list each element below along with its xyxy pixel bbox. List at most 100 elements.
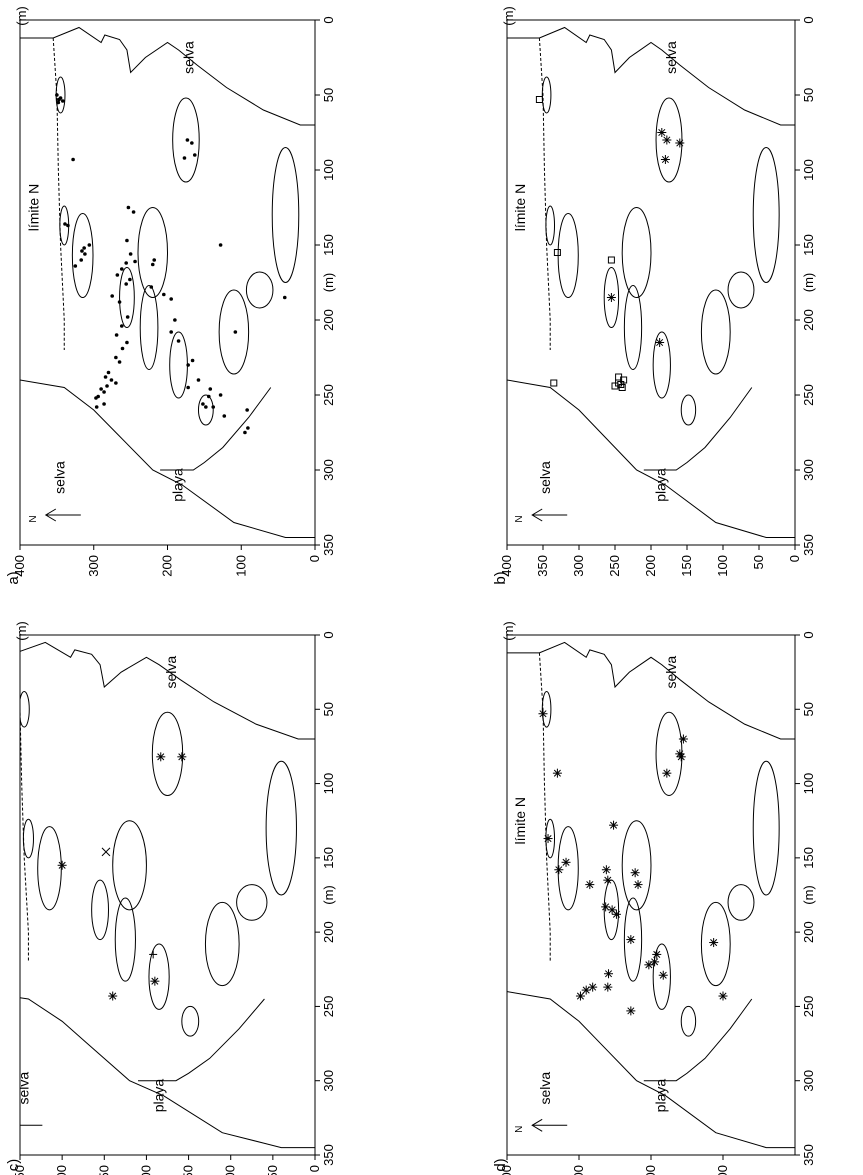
data-point [124,282,128,286]
data-point [125,340,129,345]
data-point [603,982,613,992]
y-tick-label: 200 [138,1165,153,1175]
data-point [58,96,63,100]
data-point [585,880,595,890]
x-tick-label: 250 [321,996,336,1018]
data-point [176,339,181,343]
forest-edge-line [20,20,315,126]
data-point [535,96,543,103]
data-point [207,394,211,399]
data-point [652,949,662,959]
data-point [601,902,611,912]
data-point [201,402,205,406]
clearing-ellipse [218,289,250,375]
clearing-ellipse [621,207,652,298]
clearing-ellipse [114,897,136,982]
data-point [186,385,190,390]
data-point [150,976,160,986]
y-tick-label: 0 [787,555,802,562]
x-tick-label: 300 [321,1070,336,1092]
x-tick-label: 50 [321,702,336,716]
clearing-ellipse [700,901,731,987]
map-label: playa [150,1079,166,1113]
data-point [87,243,92,247]
map-label: selva [15,1072,31,1105]
data-point [662,768,672,778]
data-point [94,396,98,400]
clearing-ellipse [603,267,620,328]
data-point [588,982,598,992]
forest-edge-line [507,991,795,1149]
clearing-ellipse [680,1005,697,1037]
data-point [66,223,70,228]
forest-edge-line [507,635,795,740]
map-label: límite N [512,797,528,844]
clearing-ellipse [181,1005,200,1037]
map-label: límite N [0,797,2,844]
data-point [120,346,125,351]
map-label: playa [169,468,185,502]
panel-a: 0 100 200 300 400 0 50 100 150 200 250 300 350 (m) (m)… [5,6,336,584]
north-boundary-line [538,37,551,350]
data-point [245,408,249,412]
y-tick-label: 350 [12,1165,27,1175]
data-point [56,100,61,105]
x-axis-label: (m) [321,273,336,293]
data-point [626,935,636,945]
data-point [709,938,719,948]
clearing-ellipse [91,879,109,941]
clearing-ellipse [137,207,168,298]
clearing-ellipse [727,884,755,921]
x-tick-label: 100 [801,159,816,181]
y-tick-label: 0 [307,555,322,562]
y-tick-label: 300 [571,1165,586,1175]
plot-area: límite N selva selva playa N [507,20,795,538]
data-point [109,378,114,382]
clearing-ellipse [541,76,552,114]
clearing-ellipse [545,205,556,246]
x-tick-label: 200 [321,921,336,943]
data-point [190,358,195,363]
data-point [156,752,166,762]
y-tick-label: 250 [96,1165,111,1175]
data-point [538,709,548,719]
data-point [607,256,615,264]
clearing-ellipse [71,213,94,298]
x-tick-label: 300 [321,459,336,481]
x-tick-label: 350 [801,534,816,556]
y-axis-label: (m) [14,6,29,26]
panel-b: 0 50 100 150 200 250 300 350 400 0 50 100 150 200 250 3… [492,6,816,584]
north-arrow-head-icon [7,1119,17,1131]
clearing-ellipse [652,943,671,1010]
x-tick-label: 250 [801,996,816,1018]
data-point [543,834,553,844]
clearing-ellipse [271,147,300,283]
y-tick-label: 400 [12,555,27,577]
data-point [601,865,611,875]
data-point [108,991,118,1001]
data-point [102,402,106,406]
data-point [169,297,173,301]
clearing-ellipse [652,331,671,399]
x-tick-label: 350 [321,1144,336,1166]
data-point [618,384,626,391]
data-point [644,960,654,970]
map-label: selva [537,1072,553,1105]
data-point [196,378,201,382]
map-label: límite N [512,184,528,231]
data-point [211,405,216,409]
data-point [554,865,564,875]
data-point [114,333,119,337]
data-point [218,243,223,247]
north-arrow-head-icon [44,508,57,522]
beach-line [643,998,753,1082]
data-point [662,135,672,145]
x-tick-label: 150 [321,234,336,256]
data-point [611,382,619,390]
panel-d: 100200300400050100150200250300350(m)(m)l… [492,621,816,1175]
y-axis-label: (m) [501,6,516,26]
data-point [103,375,108,379]
x-axis-label: (m) [801,273,816,293]
data-point [55,93,59,97]
data-point [114,355,118,360]
